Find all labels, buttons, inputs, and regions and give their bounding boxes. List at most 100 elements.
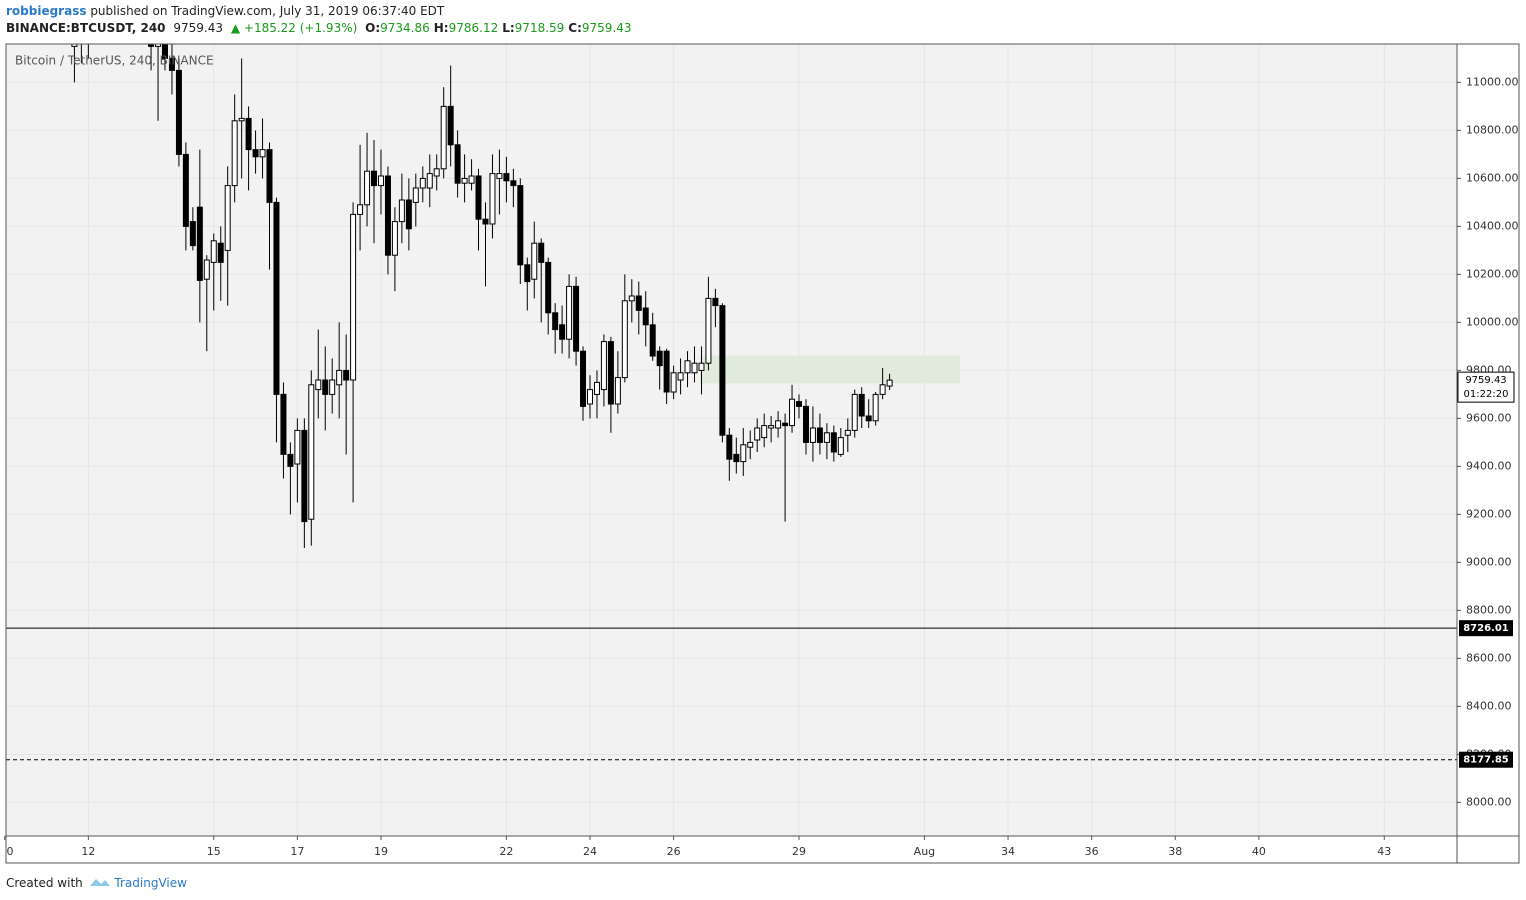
x-tick-label: 0: [7, 845, 14, 858]
candle-body: [370, 170, 377, 187]
y-tick-label: 10600.00: [1466, 171, 1519, 184]
candle-body: [496, 173, 503, 179]
candle-body: [580, 350, 587, 407]
candle-body: [677, 372, 684, 381]
zone: [699, 355, 960, 384]
candle-body: [754, 427, 761, 441]
candle-body: [573, 285, 580, 352]
candle-body: [405, 199, 412, 230]
candle-body: [196, 206, 203, 281]
candle-body: [740, 444, 747, 463]
author[interactable]: robbiegrass: [6, 4, 87, 18]
candle-body: [747, 441, 754, 448]
candle-body: [872, 393, 879, 422]
x-tick-label: 26: [667, 845, 681, 858]
ohlc-value: 9718.59: [514, 21, 565, 35]
candle-body: [600, 341, 607, 391]
candle-body: [670, 372, 677, 393]
candle-body: [614, 377, 621, 405]
candle-body: [203, 259, 210, 280]
candle-body: [796, 401, 803, 407]
candle-body: [593, 381, 600, 395]
y-tick-label: 8000.00: [1466, 795, 1512, 808]
candle-body: [245, 117, 252, 151]
candle-body: [412, 187, 419, 203]
candle-body: [168, 57, 175, 71]
price-tag-label: 8726.01: [1463, 623, 1509, 634]
candle-body: [252, 149, 259, 158]
candle-body: [802, 405, 809, 443]
price-tag-label: 8177.85: [1463, 755, 1509, 766]
candle-body: [489, 173, 496, 225]
candle-body: [308, 384, 315, 520]
candle-body: [391, 221, 398, 256]
y-tick-label: 10800.00: [1466, 123, 1519, 136]
x-tick-label: 12: [81, 845, 95, 858]
x-tick-label: 19: [374, 845, 388, 858]
candle-body: [454, 144, 461, 184]
ohlc-label: H:: [433, 21, 449, 35]
candle-body: [419, 177, 426, 189]
last-price-label: 9759.43: [1465, 375, 1506, 386]
candle-body: [635, 295, 642, 311]
logo: [89, 879, 110, 886]
y-tick-label: 8400.00: [1466, 699, 1512, 712]
candle-body: [719, 305, 726, 436]
ohlc-label: C:: [568, 21, 582, 35]
x-tick-label: 43: [1377, 845, 1391, 858]
candle-body: [733, 453, 740, 463]
candle-body: [628, 295, 635, 302]
candle-body: [607, 341, 614, 405]
price-tag: [1459, 620, 1513, 637]
candle-body: [621, 300, 628, 379]
candle-body: [259, 149, 266, 158]
candle-body: [566, 285, 573, 340]
x-tick-label: Aug: [914, 845, 935, 858]
candle-body: [377, 175, 384, 187]
candle-body: [461, 177, 468, 184]
candle-body: [816, 427, 823, 443]
x-tick-label: 24: [583, 845, 597, 858]
candle-body: [224, 185, 231, 251]
header-line-2: BINANCE:BTCUSDT, 240 9759.43 ▲ +185.22 (…: [6, 21, 640, 35]
candle-body: [322, 379, 329, 395]
candle-body: [698, 362, 705, 371]
candle-body: [210, 240, 217, 263]
candle-body: [189, 221, 196, 247]
candle-body: [280, 393, 287, 455]
candle-body: [538, 242, 545, 263]
candle-body: [830, 432, 837, 453]
last-price-tag: [1457, 371, 1515, 403]
candle-body: [586, 389, 593, 405]
y-tick-label: 9400.00: [1466, 459, 1512, 472]
candle-body: [266, 149, 273, 203]
ohlc-value: 9786.12: [448, 21, 499, 35]
x-tick-label: 38: [1168, 845, 1182, 858]
candle-body: [503, 173, 510, 182]
candle-body: [155, 44, 162, 47]
candle-body: [761, 425, 768, 439]
candle-body: [886, 379, 893, 387]
candle-body: [691, 362, 698, 374]
candle-body: [837, 437, 844, 455]
candle-body: [161, 44, 168, 59]
change: +185.22 (+1.93%): [243, 21, 358, 35]
candle-body: [475, 175, 482, 220]
y-tick-label: 9200.00: [1466, 507, 1512, 520]
candle-body: [531, 242, 538, 280]
candle-body: [809, 427, 816, 443]
candle-body: [865, 415, 872, 422]
candle-body: [238, 117, 245, 122]
brand[interactable]: TradingView: [114, 876, 187, 890]
candle-body: [851, 393, 858, 431]
header-line-1: robbiegrass published on TradingView.com…: [6, 4, 448, 18]
countdown: 01:22:20: [1464, 389, 1509, 400]
footer: Created with TradingView: [6, 875, 191, 890]
candle-body: [684, 360, 691, 374]
candle-body: [468, 175, 475, 184]
candle-body: [71, 44, 78, 47]
candle-body: [510, 180, 517, 187]
candle-body: [559, 324, 566, 340]
candle-body: [663, 350, 670, 393]
